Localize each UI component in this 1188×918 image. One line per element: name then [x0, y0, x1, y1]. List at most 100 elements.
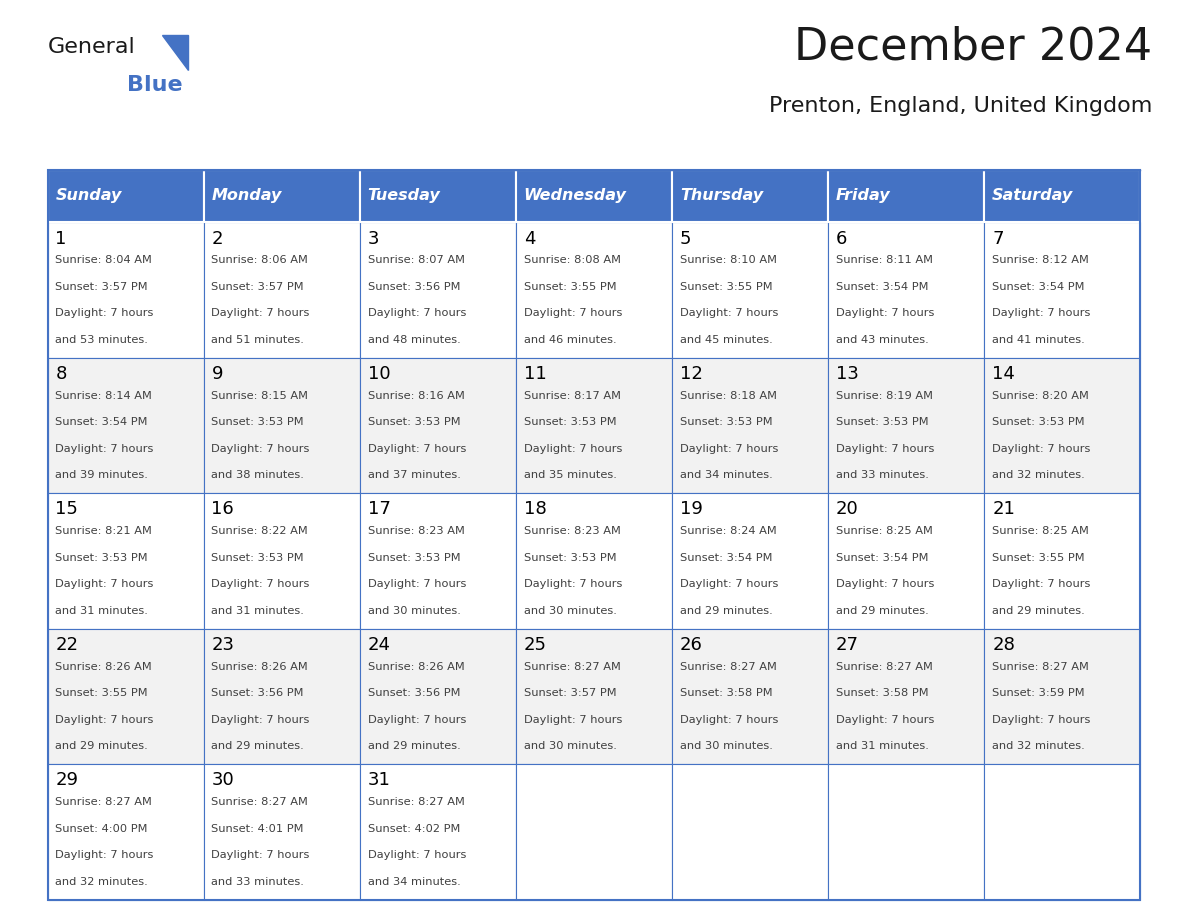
Bar	[48, 493, 203, 629]
Bar	[985, 170, 1140, 222]
Text: and 34 minutes.: and 34 minutes.	[367, 877, 461, 887]
Text: Sunset: 3:53 PM: Sunset: 3:53 PM	[56, 553, 148, 563]
Text: Sunset: 3:53 PM: Sunset: 3:53 PM	[680, 418, 772, 427]
Text: Sunrise: 8:06 AM: Sunrise: 8:06 AM	[211, 255, 309, 265]
Text: and 32 minutes.: and 32 minutes.	[992, 742, 1085, 751]
Text: Sunset: 3:54 PM: Sunset: 3:54 PM	[836, 553, 929, 563]
Bar	[360, 629, 516, 764]
Text: Sunrise: 8:20 AM: Sunrise: 8:20 AM	[992, 391, 1089, 400]
Text: 13: 13	[836, 365, 859, 383]
Text: Sunday: Sunday	[56, 188, 121, 204]
Text: and 29 minutes.: and 29 minutes.	[836, 606, 929, 616]
Bar	[48, 222, 203, 358]
Bar	[985, 493, 1140, 629]
Text: Sunrise: 8:24 AM: Sunrise: 8:24 AM	[680, 526, 777, 536]
Text: Sunrise: 8:27 AM: Sunrise: 8:27 AM	[367, 797, 465, 807]
Text: Daylight: 7 hours: Daylight: 7 hours	[992, 443, 1091, 453]
Text: Sunrise: 8:19 AM: Sunrise: 8:19 AM	[836, 391, 933, 400]
Text: Daylight: 7 hours: Daylight: 7 hours	[836, 308, 935, 319]
Bar	[828, 629, 985, 764]
Text: Sunset: 3:58 PM: Sunset: 3:58 PM	[836, 688, 929, 699]
Text: Sunrise: 8:18 AM: Sunrise: 8:18 AM	[680, 391, 777, 400]
Text: Saturday: Saturday	[992, 188, 1074, 204]
Text: Sunset: 3:54 PM: Sunset: 3:54 PM	[56, 418, 147, 427]
Text: 3: 3	[367, 230, 379, 248]
Bar	[516, 629, 672, 764]
Text: 8: 8	[56, 365, 67, 383]
Bar	[672, 764, 828, 900]
Bar	[48, 170, 1140, 900]
Text: Daylight: 7 hours: Daylight: 7 hours	[836, 443, 935, 453]
Text: Sunrise: 8:21 AM: Sunrise: 8:21 AM	[56, 526, 152, 536]
Text: Sunrise: 8:25 AM: Sunrise: 8:25 AM	[836, 526, 933, 536]
Text: Sunset: 3:57 PM: Sunset: 3:57 PM	[524, 688, 617, 699]
Text: and 34 minutes.: and 34 minutes.	[680, 470, 772, 480]
Text: Sunset: 3:53 PM: Sunset: 3:53 PM	[211, 418, 304, 427]
Text: 2: 2	[211, 230, 223, 248]
Text: General: General	[48, 37, 135, 57]
Text: Daylight: 7 hours: Daylight: 7 hours	[56, 308, 153, 319]
Bar	[828, 764, 985, 900]
Text: Sunrise: 8:04 AM: Sunrise: 8:04 AM	[56, 255, 152, 265]
Bar	[360, 358, 516, 493]
Text: 9: 9	[211, 365, 223, 383]
Text: Sunset: 3:53 PM: Sunset: 3:53 PM	[836, 418, 929, 427]
Text: 17: 17	[367, 500, 391, 519]
Bar	[516, 170, 672, 222]
Bar	[203, 629, 360, 764]
Text: Daylight: 7 hours: Daylight: 7 hours	[992, 715, 1091, 725]
Bar	[203, 222, 360, 358]
Text: Sunset: 3:57 PM: Sunset: 3:57 PM	[211, 282, 304, 292]
Text: 23: 23	[211, 636, 234, 654]
Bar	[48, 170, 203, 222]
Text: Sunset: 3:55 PM: Sunset: 3:55 PM	[56, 688, 148, 699]
Text: and 30 minutes.: and 30 minutes.	[367, 606, 461, 616]
Text: 19: 19	[680, 500, 703, 519]
Text: Sunset: 3:56 PM: Sunset: 3:56 PM	[367, 688, 460, 699]
Bar	[360, 222, 516, 358]
Text: Daylight: 7 hours: Daylight: 7 hours	[367, 715, 466, 725]
Text: Daylight: 7 hours: Daylight: 7 hours	[56, 579, 153, 589]
Text: December 2024: December 2024	[795, 26, 1152, 69]
Bar	[516, 493, 672, 629]
Bar	[203, 358, 360, 493]
Text: Prenton, England, United Kingdom: Prenton, England, United Kingdom	[769, 96, 1152, 117]
Text: and 29 minutes.: and 29 minutes.	[680, 606, 772, 616]
Text: Daylight: 7 hours: Daylight: 7 hours	[211, 308, 310, 319]
Text: 11: 11	[524, 365, 546, 383]
Text: Daylight: 7 hours: Daylight: 7 hours	[680, 715, 778, 725]
Text: Sunrise: 8:27 AM: Sunrise: 8:27 AM	[680, 662, 777, 672]
Text: Daylight: 7 hours: Daylight: 7 hours	[680, 308, 778, 319]
Bar	[48, 764, 203, 900]
Text: 14: 14	[992, 365, 1015, 383]
Text: Daylight: 7 hours: Daylight: 7 hours	[836, 579, 935, 589]
Text: and 32 minutes.: and 32 minutes.	[56, 877, 148, 887]
Text: Daylight: 7 hours: Daylight: 7 hours	[56, 850, 153, 860]
Text: 24: 24	[367, 636, 391, 654]
Bar	[985, 222, 1140, 358]
Bar	[360, 493, 516, 629]
Text: Daylight: 7 hours: Daylight: 7 hours	[367, 850, 466, 860]
Text: and 29 minutes.: and 29 minutes.	[992, 606, 1085, 616]
Text: Daylight: 7 hours: Daylight: 7 hours	[836, 715, 935, 725]
Text: 29: 29	[56, 771, 78, 789]
Text: and 35 minutes.: and 35 minutes.	[524, 470, 617, 480]
Text: Daylight: 7 hours: Daylight: 7 hours	[524, 715, 623, 725]
Text: Sunrise: 8:27 AM: Sunrise: 8:27 AM	[56, 797, 152, 807]
Text: and 31 minutes.: and 31 minutes.	[56, 606, 148, 616]
Text: Sunset: 3:53 PM: Sunset: 3:53 PM	[211, 553, 304, 563]
Text: Daylight: 7 hours: Daylight: 7 hours	[211, 715, 310, 725]
Text: 22: 22	[56, 636, 78, 654]
Bar	[985, 629, 1140, 764]
Text: 21: 21	[992, 500, 1015, 519]
Text: and 29 minutes.: and 29 minutes.	[367, 742, 461, 751]
Text: and 37 minutes.: and 37 minutes.	[367, 470, 461, 480]
Text: and 29 minutes.: and 29 minutes.	[211, 742, 304, 751]
Text: Daylight: 7 hours: Daylight: 7 hours	[680, 443, 778, 453]
Text: and 51 minutes.: and 51 minutes.	[211, 335, 304, 345]
Text: Daylight: 7 hours: Daylight: 7 hours	[367, 308, 466, 319]
Text: Sunset: 3:53 PM: Sunset: 3:53 PM	[367, 418, 460, 427]
Text: 18: 18	[524, 500, 546, 519]
Text: 7: 7	[992, 230, 1004, 248]
Text: Thursday: Thursday	[680, 188, 763, 204]
